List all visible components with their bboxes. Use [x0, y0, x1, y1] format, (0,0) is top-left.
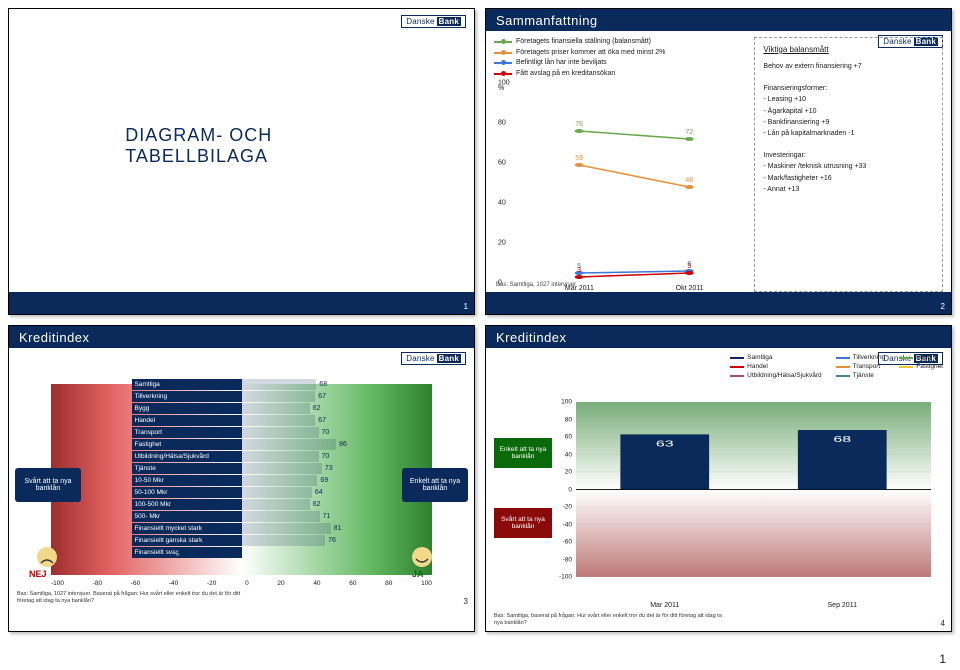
- green-bubble: Enkelt att ta nya banklån: [494, 438, 552, 468]
- slide4-titlebar: Kreditindex: [486, 326, 951, 348]
- slide1-title: DIAGRAM- OCH TABELLBILAGA: [125, 125, 358, 167]
- slide4-yaxis: -100-80-60-40-20020406080100: [554, 402, 574, 577]
- slide4-legend: SamtligaTillverkningByggHandelTransportF…: [730, 354, 943, 379]
- slide2-body: Företagets finansiella ställning (balans…: [486, 31, 951, 292]
- slide2-number: 2: [941, 302, 945, 311]
- slide-grid: DanskeBank DIAGRAM- OCH TABELLBILAGA 1 S…: [0, 0, 960, 640]
- slide4-title: Kreditindex: [496, 330, 567, 345]
- logo: DanskeBank: [401, 15, 466, 28]
- left-bubble: Svårt att ta nya banklån: [15, 468, 81, 502]
- base-l1: Bas: Samtliga, baserat på frågan: Hur sv…: [494, 613, 871, 620]
- svg-text:63: 63: [656, 440, 674, 449]
- slide4-body: SamtligaTillverkningByggHandelTransportF…: [486, 348, 951, 631]
- logo-text: Danske: [406, 17, 434, 26]
- slide2-footer-bar: 2: [486, 292, 951, 314]
- slide-4: Kreditindex DanskeBank SamtligaTillverkn…: [485, 325, 952, 632]
- slide2-titlebar: Sammanfattning: [486, 9, 951, 31]
- svg-text:68: 68: [833, 435, 851, 444]
- red-bubble: Svårt att ta nya banklån: [494, 508, 552, 538]
- slide3-bars: Samtliga68Tillverkning67Bygg62Handel67Tr…: [132, 378, 352, 559]
- slide2-infobox: Viktiga balansmått Behov av extern finan…: [754, 37, 943, 292]
- ja-face: JA: [404, 543, 444, 579]
- slide4-base: Bas: Samtliga, baserat på frågan: Hur sv…: [494, 613, 871, 627]
- slide3-number: 3: [464, 597, 468, 606]
- slide3-xaxis: -100-80-60-40-20020406080100: [51, 580, 432, 587]
- ja-label: JA: [412, 569, 424, 579]
- slide2-chart-col: Företagets finansiella ställning (balans…: [494, 37, 754, 292]
- page-number: 1: [939, 652, 946, 666]
- slide4-xaxis: Mar 2011Sep 2011: [576, 602, 931, 609]
- base-l2: företag att idag ta nya banklån?: [17, 598, 240, 605]
- slide-1: DanskeBank DIAGRAM- OCH TABELLBILAGA 1: [8, 8, 475, 315]
- slide2-chart: 020406080100767259485635: [524, 83, 744, 283]
- slide2-title: Sammanfattning: [496, 13, 598, 28]
- slide3-titlebar: Kreditindex: [9, 326, 474, 348]
- slide2-legend: Företagets finansiella ställning (balans…: [494, 37, 754, 79]
- slide3-title: Kreditindex: [19, 330, 90, 345]
- slide-3: Kreditindex DanskeBank Svårt att ta nya …: [8, 325, 475, 632]
- slide4-number: 4: [941, 619, 945, 628]
- slide3-body: Svårt att ta nya banklån Enkelt att ta n…: [9, 348, 474, 609]
- slide1-footer-bar: 1: [9, 292, 474, 314]
- slide4-chart: 63 68: [576, 402, 931, 577]
- nej-label: NEJ: [29, 569, 47, 579]
- right-bubble: Enkelt att ta nya banklån: [402, 468, 468, 502]
- logo-bold: Bank: [437, 17, 461, 26]
- slide4-svg: 63 68: [576, 402, 931, 577]
- slide3-base: Bas: Samtliga, 1027 intervjuer. Baserat …: [17, 591, 240, 605]
- slide-2: Sammanfattning DanskeBank Företagets fin…: [485, 8, 952, 315]
- slide2-base: Bas: Samtliga, 1027 intervjuer: [496, 282, 576, 288]
- base-l2: nya banklån?: [494, 620, 871, 627]
- infobox-body: Behov av extern finansiering +7 Finansie…: [763, 61, 934, 195]
- infobox-title: Viktiga balansmått: [763, 44, 934, 57]
- nej-face: NEJ: [29, 543, 69, 579]
- base-l1: Bas: Samtliga, 1027 intervjuer. Baserat …: [17, 591, 240, 598]
- slide1-number: 1: [464, 302, 468, 311]
